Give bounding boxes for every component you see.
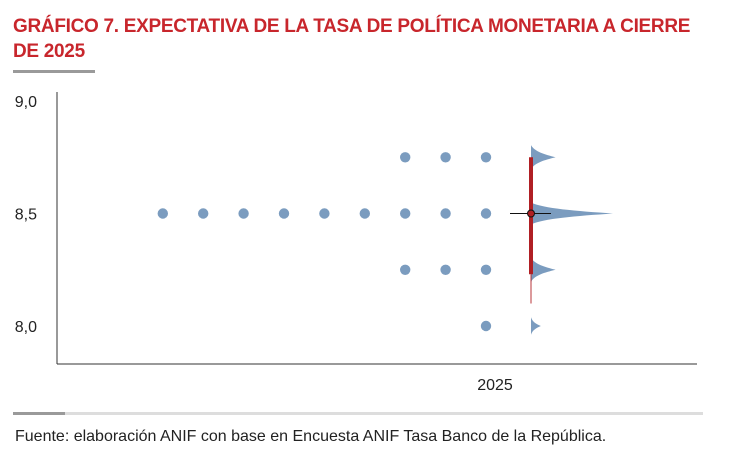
survey-dot xyxy=(359,208,370,219)
survey-dot xyxy=(198,208,209,219)
survey-dot xyxy=(278,208,290,219)
density-shape xyxy=(531,317,541,335)
density-shape xyxy=(531,145,556,170)
survey-dot xyxy=(480,208,492,219)
survey-dot xyxy=(238,208,249,219)
footer-divider-accent xyxy=(13,412,65,415)
density-shape xyxy=(531,257,556,282)
y-tick-labels: 8,0 8,5 9,0 xyxy=(15,94,37,336)
central-estimate-marker xyxy=(527,209,535,218)
density-shapes xyxy=(531,145,613,335)
survey-dot xyxy=(440,208,451,219)
dot-plot-chart: 8,0 8,5 9,0 2025 xyxy=(15,92,697,394)
survey-dots xyxy=(157,152,492,332)
title-underline xyxy=(13,70,95,73)
survey-dot xyxy=(400,152,411,163)
survey-dot xyxy=(400,208,411,219)
x-tick-label: 2025 xyxy=(477,377,513,394)
density-shape xyxy=(531,202,613,225)
y-tick-label: 9,0 xyxy=(15,94,37,111)
survey-dot xyxy=(440,264,451,275)
x-tick-labels: 2025 xyxy=(477,377,513,394)
survey-dot xyxy=(440,152,451,163)
survey-dot xyxy=(400,264,411,275)
survey-dot xyxy=(480,320,492,332)
source-note: Fuente: elaboración ANIF con base en Enc… xyxy=(15,428,607,445)
y-tick-label: 8,5 xyxy=(15,207,37,224)
range-whisker xyxy=(510,157,551,304)
chart-title: GRÁFICO 7. EXPECTATIVA DE LA TASA DE POL… xyxy=(13,16,691,62)
survey-dot xyxy=(157,208,168,219)
survey-dot xyxy=(319,208,330,219)
survey-dot xyxy=(480,264,492,275)
survey-dot xyxy=(480,152,492,163)
footer-divider xyxy=(13,412,703,415)
y-tick-label: 8,0 xyxy=(15,319,37,336)
